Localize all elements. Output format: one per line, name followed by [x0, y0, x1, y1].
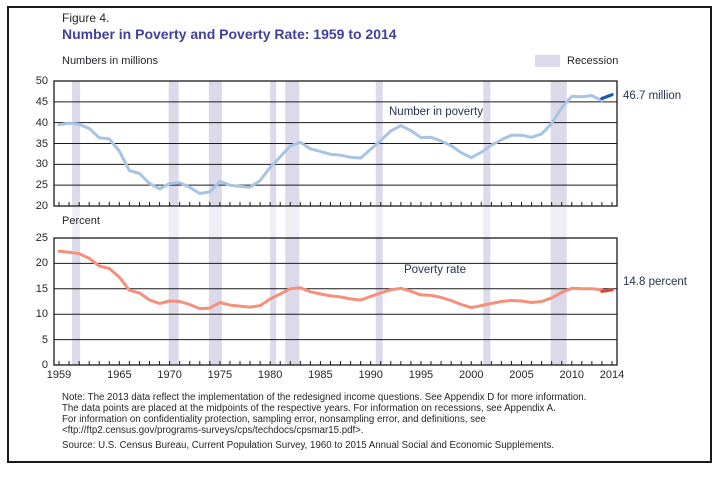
figure-title: Number in Poverty and Poverty Rate: 1959… — [62, 26, 397, 42]
y-tick-label: 20 — [35, 257, 48, 270]
x-tick-label: 2000 — [458, 369, 484, 381]
y-tick-label: 25 — [35, 232, 48, 244]
recession-band-gap — [208, 206, 222, 238]
y-tick-label: 5 — [41, 333, 48, 346]
y-tick-label: 0 — [41, 359, 48, 371]
x-tick-label: 1970 — [157, 369, 182, 381]
recession-band-gap — [285, 206, 300, 238]
poverty-rate-series-label: Poverty rate — [404, 264, 466, 276]
recession-band — [208, 238, 222, 365]
y-tick-label: 30 — [35, 158, 48, 171]
note-line: <ftp://ftp2.census.gov/programs-surveys/… — [62, 425, 364, 436]
recession-swatch-icon — [535, 55, 560, 67]
notes-block: Note: The 2013 data reflect the implemen… — [62, 392, 662, 451]
recession-band-gap — [72, 206, 81, 238]
recession-band — [285, 238, 300, 365]
recession-band-gap — [168, 206, 179, 238]
recession-band — [375, 238, 383, 365]
number-in-poverty-end-value: 46.7 million — [623, 90, 682, 102]
top-y-axis-unit-label: Numbers in millions — [62, 55, 158, 67]
x-tick-label: 2010 — [559, 369, 584, 381]
plot-frame — [53, 80, 618, 207]
number-in-poverty-series-label: Number in poverty — [389, 106, 483, 118]
recession-band — [483, 238, 491, 365]
figure-label: Figure 4. — [62, 11, 110, 25]
recession-band-gap — [550, 206, 567, 238]
note-line: For information on confidentiality prote… — [62, 414, 486, 425]
y-tick-label: 45 — [35, 95, 48, 108]
y-tick-label: 50 — [35, 75, 48, 87]
plot-frame — [53, 237, 618, 366]
x-tick-label: 1980 — [257, 369, 283, 381]
x-tick-label: 1975 — [207, 369, 233, 381]
y-tick-label: 35 — [35, 137, 48, 150]
y-tick-label: 15 — [35, 282, 48, 295]
x-tick-label: 2014 — [599, 369, 625, 381]
line-series — [57, 249, 604, 311]
line-series — [57, 94, 604, 195]
recession-band-gap — [270, 206, 277, 238]
recession-band — [270, 238, 277, 365]
x-tick-label: 2005 — [509, 369, 534, 381]
note-line: The data points are placed at the midpoi… — [62, 403, 556, 414]
x-tick-label: 1959 — [46, 369, 72, 381]
x-tick-label: 1990 — [358, 369, 383, 381]
x-tick-label: 1995 — [408, 369, 434, 381]
figure-border — [7, 6, 712, 463]
recession-legend: Recession — [535, 55, 618, 67]
x-tick-label: 1985 — [308, 369, 333, 381]
y-tick-label: 10 — [35, 308, 48, 321]
source-line: Source: U.S. Census Bureau, Current Popu… — [62, 440, 555, 451]
recession-band-gap — [375, 206, 383, 238]
recession-band — [550, 238, 567, 365]
poverty-rate-end-value: 14.8 percent — [623, 276, 687, 288]
line-series — [600, 288, 614, 293]
x-tick-label: 1965 — [107, 369, 132, 381]
y-tick-label: 25 — [35, 179, 48, 192]
note-line: Note: The 2013 data reflect the implemen… — [62, 392, 587, 403]
recession-band — [72, 238, 81, 365]
line-series — [600, 93, 614, 101]
recession-legend-label: Recession — [567, 55, 619, 67]
y-tick-label: 40 — [35, 116, 48, 129]
y-tick-label: 20 — [35, 200, 48, 212]
bottom-y-axis-unit-label: Percent — [62, 215, 100, 227]
recession-band-gap — [483, 206, 491, 238]
